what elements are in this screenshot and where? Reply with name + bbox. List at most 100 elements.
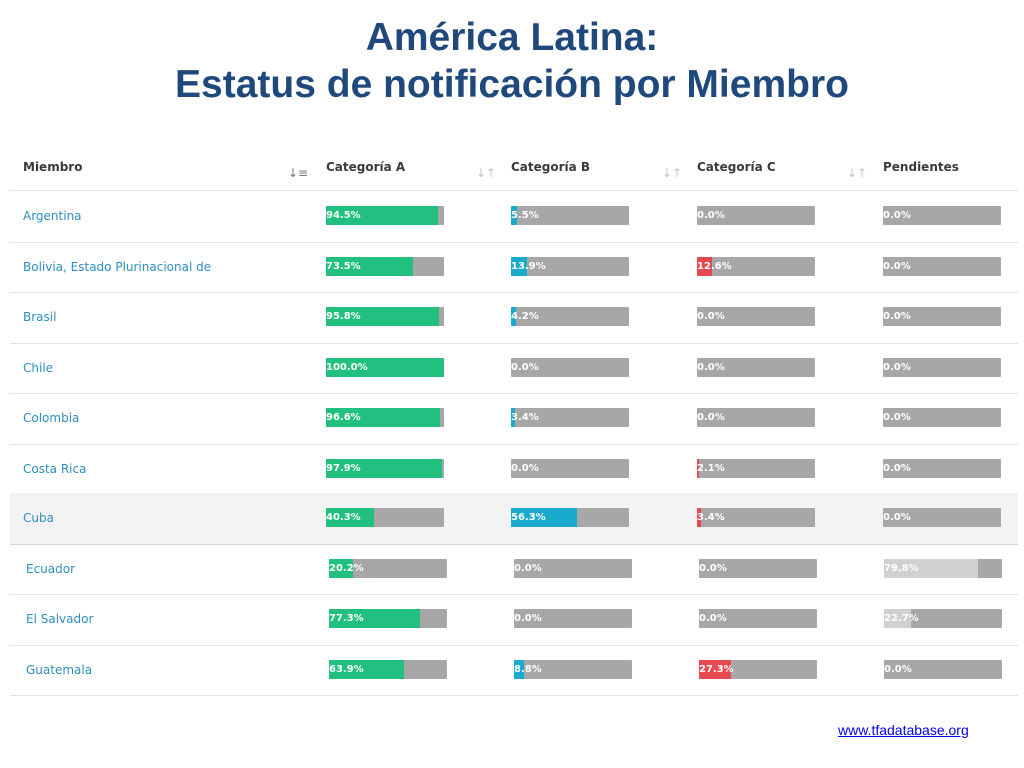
category-c-progress-bar: 2.1% <box>697 459 815 478</box>
category-b-progress-bar: 5.5% <box>511 206 629 225</box>
pending-percent-label: 0.0% <box>883 210 911 221</box>
category-b-percent-label: 0.0% <box>514 563 542 574</box>
pending-progress-bar: 0.0% <box>883 257 1001 276</box>
pending-percent-label: 0.0% <box>883 311 911 322</box>
member-link[interactable]: Chile <box>23 361 54 375</box>
member-link[interactable]: Cuba <box>23 511 54 525</box>
category-b-percent-label: 5.5% <box>511 210 539 221</box>
category-b-percent-label: 4.2% <box>511 311 539 322</box>
category-c-progress-bar: 12.6% <box>697 257 815 276</box>
category-a-bar-fill <box>326 358 444 377</box>
category-b-progress-bar: 0.0% <box>514 609 632 628</box>
category-a-progress-bar: 97.9% <box>326 459 444 478</box>
row-divider <box>10 695 1018 696</box>
member-link[interactable]: Argentina <box>23 209 82 223</box>
category-c-progress-bar: 27.3% <box>699 660 817 679</box>
category-c-percent-label: 0.0% <box>697 210 725 221</box>
category-a-bar-fill <box>326 408 440 427</box>
pending-progress-bar: 79.8% <box>884 559 1002 578</box>
pending-percent-label: 0.0% <box>883 412 911 423</box>
category-a-bar-fill <box>326 257 413 276</box>
category-c-bar-fill <box>699 660 732 679</box>
member-link[interactable]: Guatemala <box>26 663 93 677</box>
member-link[interactable]: Bolivia, Estado Plurinacional de <box>23 260 212 274</box>
category-a-percent-label: 97.9% <box>326 463 361 474</box>
category-a-bar-fill <box>326 307 440 326</box>
member-link[interactable]: Brasil <box>23 310 57 324</box>
category-b-progress-bar: 56.3% <box>511 508 629 527</box>
member-link[interactable]: Ecuador <box>26 562 76 576</box>
column-header-category-b[interactable]: Categoría B <box>511 160 591 174</box>
row-divider <box>10 444 1018 445</box>
category-a-percent-label: 95.8% <box>326 311 361 322</box>
pending-progress-bar: 0.0% <box>884 660 1002 679</box>
member-link[interactable]: Colombia <box>23 411 80 425</box>
category-c-percent-label: 0.0% <box>697 412 725 423</box>
category-b-bar-fill <box>511 508 578 527</box>
pending-percent-label: 79.8% <box>884 563 919 574</box>
sort-arrows-icon[interactable]: ↓↑ <box>476 166 497 180</box>
table-header-divider <box>10 190 1018 191</box>
sort-alpha-icon[interactable]: ↓≡ <box>288 166 309 180</box>
sort-arrows-icon[interactable]: ↓↑ <box>662 166 683 180</box>
category-a-bar-fill <box>326 206 438 225</box>
row-divider <box>10 544 1018 545</box>
pending-percent-label: 0.0% <box>884 664 912 675</box>
category-a-percent-label: 96.6% <box>326 412 361 423</box>
pending-percent-label: 0.0% <box>883 362 911 373</box>
category-a-progress-bar: 73.5% <box>326 257 444 276</box>
category-a-percent-label: 73.5% <box>326 261 361 272</box>
category-a-progress-bar: 95.8% <box>326 307 444 326</box>
category-a-progress-bar: 40.3% <box>326 508 444 527</box>
category-c-percent-label: 0.0% <box>699 563 727 574</box>
category-a-progress-bar: 94.5% <box>326 206 444 225</box>
slide-title: América Latina: Estatus de notificación … <box>0 14 1024 108</box>
row-divider <box>10 594 1018 595</box>
row-divider <box>10 645 1018 646</box>
category-c-bar-fill <box>697 257 712 276</box>
category-c-progress-bar: 0.0% <box>697 307 815 326</box>
category-b-percent-label: 8.8% <box>514 664 542 675</box>
category-a-percent-label: 20.2% <box>329 563 364 574</box>
pending-percent-label: 0.0% <box>883 261 911 272</box>
category-b-progress-bar: 0.0% <box>511 459 629 478</box>
category-b-progress-bar: 13.9% <box>511 257 629 276</box>
category-a-percent-label: 100.0% <box>326 362 368 373</box>
pending-progress-bar: 22.7% <box>884 609 1002 628</box>
category-a-percent-label: 40.3% <box>326 512 361 523</box>
category-a-progress-bar: 100.0% <box>326 358 444 377</box>
category-a-percent-label: 63.9% <box>329 664 364 675</box>
pending-progress-bar: 0.0% <box>883 358 1001 377</box>
category-c-bar-fill <box>697 459 700 478</box>
category-b-percent-label: 0.0% <box>511 362 539 373</box>
category-c-progress-bar: 0.0% <box>697 206 815 225</box>
category-a-bar-fill <box>326 459 442 478</box>
category-b-progress-bar: 8.8% <box>514 660 632 679</box>
pending-progress-bar: 0.0% <box>883 459 1001 478</box>
column-header-category-c[interactable]: Categoría C <box>697 160 776 174</box>
pending-percent-label: 0.0% <box>883 512 911 523</box>
category-b-progress-bar: 3.4% <box>511 408 629 427</box>
category-c-progress-bar: 0.0% <box>697 358 815 377</box>
sort-arrows-icon[interactable]: ↓↑ <box>847 166 868 180</box>
category-c-percent-label: 12.6% <box>697 261 732 272</box>
pending-progress-bar: 0.0% <box>883 408 1001 427</box>
column-header-member[interactable]: Miembro <box>23 160 83 174</box>
category-a-percent-label: 77.3% <box>329 613 364 624</box>
category-a-bar-fill <box>329 660 405 679</box>
footer-link[interactable]: www.tfadatabase.org <box>838 722 969 738</box>
category-a-bar-fill <box>329 609 421 628</box>
category-a-percent-label: 94.5% <box>326 210 361 221</box>
column-header-pending[interactable]: Pendientes <box>883 160 959 174</box>
member-link[interactable]: El Salvador <box>26 612 94 626</box>
row-divider <box>10 292 1018 293</box>
category-c-percent-label: 0.0% <box>697 362 725 373</box>
column-header-category-a[interactable]: Categoría A <box>326 160 406 174</box>
category-c-percent-label: 27.3% <box>699 664 734 675</box>
category-a-progress-bar: 96.6% <box>326 408 444 427</box>
category-c-progress-bar: 3.4% <box>697 508 815 527</box>
category-c-progress-bar: 0.0% <box>699 609 817 628</box>
category-c-percent-label: 2.1% <box>697 463 725 474</box>
category-b-percent-label: 0.0% <box>511 463 539 474</box>
member-link[interactable]: Costa Rica <box>23 462 87 476</box>
